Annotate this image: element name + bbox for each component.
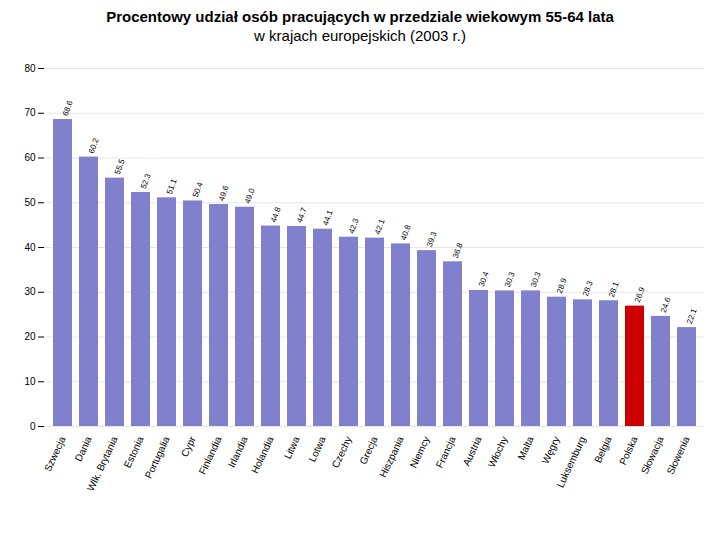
svg-text:22.1: 22.1 <box>685 307 699 325</box>
svg-text:24.6: 24.6 <box>659 296 673 314</box>
svg-text:Holandia: Holandia <box>249 434 276 475</box>
svg-text:52.3: 52.3 <box>139 172 153 190</box>
svg-text:20: 20 <box>24 331 36 342</box>
svg-text:36.8: 36.8 <box>451 241 465 259</box>
svg-text:42.1: 42.1 <box>373 217 387 235</box>
svg-text:44.7: 44.7 <box>295 206 309 224</box>
svg-text:Szwecja: Szwecja <box>42 434 68 473</box>
svg-text:40.8: 40.8 <box>399 223 413 241</box>
svg-text:30.3: 30.3 <box>503 270 517 288</box>
svg-text:50.4: 50.4 <box>191 180 205 198</box>
svg-text:0: 0 <box>30 421 36 432</box>
svg-text:42.3: 42.3 <box>347 217 361 235</box>
svg-text:28.9: 28.9 <box>555 277 569 295</box>
svg-text:Irlandia: Irlandia <box>226 434 250 469</box>
svg-text:30.4: 30.4 <box>477 270 491 288</box>
svg-text:30.3: 30.3 <box>529 270 543 288</box>
svg-text:Słowenia: Słowenia <box>665 434 692 476</box>
svg-text:44.1: 44.1 <box>321 208 335 226</box>
svg-text:Słowacja: Słowacja <box>639 434 666 475</box>
svg-text:28.1: 28.1 <box>607 280 621 298</box>
svg-text:Litwa: Litwa <box>282 434 302 460</box>
svg-text:68.6: 68.6 <box>61 99 75 117</box>
svg-text:49.6: 49.6 <box>217 184 231 202</box>
svg-text:Lotwa: Lotwa <box>306 434 327 463</box>
svg-text:Cypr: Cypr <box>179 434 198 458</box>
svg-text:49.0: 49.0 <box>243 187 257 205</box>
svg-text:39.3: 39.3 <box>425 230 439 248</box>
svg-text:Niemcy: Niemcy <box>408 435 432 470</box>
svg-text:Włochy: Włochy <box>486 435 510 469</box>
svg-text:Francja: Francja <box>434 434 458 469</box>
svg-text:Grecja: Grecja <box>357 434 380 466</box>
html-text:w krajach europejskich (2003 r: w krajach europejskich (2003 r.) <box>254 27 466 44</box>
svg-text:Węgry: Węgry <box>540 435 562 466</box>
svg-text:Portugalia: Portugalia <box>143 434 172 480</box>
svg-text:Wlk. Brytania: Wlk. Brytania <box>85 434 120 492</box>
svg-text:44.8: 44.8 <box>269 205 283 223</box>
svg-text:Polska: Polska <box>617 434 640 466</box>
svg-text:Luksemburg: Luksemburg <box>554 435 587 490</box>
svg-text:10: 10 <box>24 376 36 387</box>
svg-text:30: 30 <box>24 286 36 297</box>
svg-text:Malta: Malta <box>515 434 535 461</box>
svg-text:50: 50 <box>24 197 36 208</box>
html-text:Procentowy udział osób pracują: Procentowy udział osób pracujących w prz… <box>106 8 614 25</box>
svg-text:51.1: 51.1 <box>165 177 179 195</box>
svg-text:Belgia: Belgia <box>592 434 614 464</box>
svg-text:Estonia: Estonia <box>122 434 146 469</box>
svg-text:60.2: 60.2 <box>87 136 101 154</box>
svg-text:55.5: 55.5 <box>113 157 127 175</box>
svg-text:80: 80 <box>24 63 36 74</box>
svg-text:26.9: 26.9 <box>633 285 647 303</box>
svg-text:40: 40 <box>24 242 36 253</box>
svg-text:60: 60 <box>24 152 36 163</box>
svg-text:Hiszpania: Hiszpania <box>377 434 406 479</box>
svg-text:Finlandia: Finlandia <box>197 434 224 476</box>
svg-text:Austria: Austria <box>461 434 484 467</box>
svg-text:Czechy: Czechy <box>330 435 354 470</box>
svg-text:28.3: 28.3 <box>581 279 595 297</box>
svg-text:70: 70 <box>24 107 36 118</box>
svg-text:Dania: Dania <box>73 434 94 463</box>
